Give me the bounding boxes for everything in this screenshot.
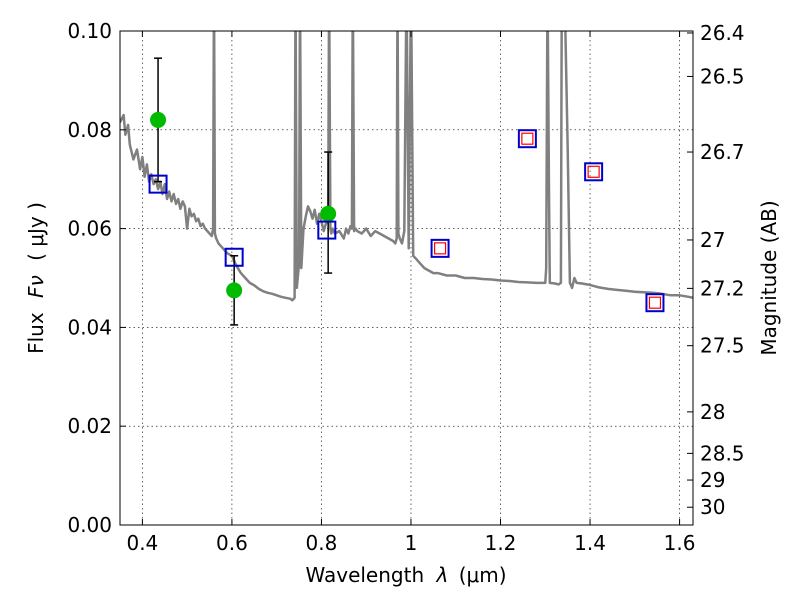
x-tick-label: 1.6 — [664, 531, 696, 555]
x-axis-label-unit: (μm) — [459, 563, 507, 587]
observed-point — [226, 282, 243, 299]
x-tick-label: 0.8 — [306, 531, 338, 555]
sed-model-line — [120, 31, 693, 302]
x-tick-label: 1.4 — [574, 531, 606, 555]
y-tick-label: 0.04 — [67, 315, 112, 339]
model-point — [584, 162, 604, 182]
model-point — [430, 238, 450, 258]
observed-point — [150, 111, 167, 128]
model-point — [148, 174, 168, 194]
y-axis-label-symbol: Fν — [24, 275, 48, 298]
x-tick-label: 1.2 — [485, 531, 517, 555]
model-point — [224, 247, 244, 267]
magnitude-tick-label: 26.5 — [700, 64, 745, 88]
upper-limit-point — [648, 296, 662, 309]
upper-limit-point — [521, 132, 534, 145]
plot-area — [120, 31, 693, 326]
x-axis-label-text: Wavelength — [305, 563, 424, 587]
magnitude-tick-label: 28 — [700, 400, 725, 424]
magnitude-tick-label: 29 — [700, 468, 725, 492]
axis-ticks: 0.4 0.6 0.8 1 1.2 1.4 1.6 0.00 0.02 0.04 0.06 0.08 0… — [67, 19, 744, 555]
magnitude-axis-label: Magnitude (AB) — [757, 200, 781, 355]
y-axis-label-text: Flux — [24, 312, 48, 354]
magnitude-tick-label: 27.2 — [700, 276, 745, 300]
x-tick-label: 1 — [405, 531, 418, 555]
magnitude-tick-label: 26.4 — [700, 21, 745, 45]
plot-frame — [119, 30, 694, 526]
y-tick-label: 0.10 — [67, 19, 112, 43]
magnitude-tick-label: 27.5 — [700, 334, 745, 358]
model-point — [517, 129, 537, 149]
y-tick-label: 0.00 — [67, 513, 112, 537]
y-axis-label-unit: ( μJy ) — [24, 202, 48, 261]
upper-limit-point — [587, 165, 600, 178]
magnitude-tick-label: 28.5 — [700, 441, 745, 465]
x-tick-label: 0.4 — [126, 531, 158, 555]
magnitude-tick-label: 27 — [700, 228, 725, 252]
observed-point — [320, 205, 337, 222]
y-tick-label: 0.08 — [67, 118, 112, 142]
model-point — [317, 220, 337, 240]
x-axis-label-symbol: λ — [436, 563, 449, 587]
y-tick-label: 0.02 — [67, 414, 112, 438]
upper-limit-point — [433, 242, 447, 255]
model-point — [645, 293, 665, 313]
x-tick-label: 0.6 — [216, 531, 248, 555]
magnitude-tick-label: 30 — [700, 495, 725, 519]
y-axis-label: Flux Fν ( μJy ) — [24, 202, 48, 354]
y-tick-label: 0.06 — [67, 217, 112, 241]
magnitude-tick-label: 26.7 — [700, 140, 745, 164]
x-axis-label: Wavelength λ (μm) — [305, 563, 506, 587]
